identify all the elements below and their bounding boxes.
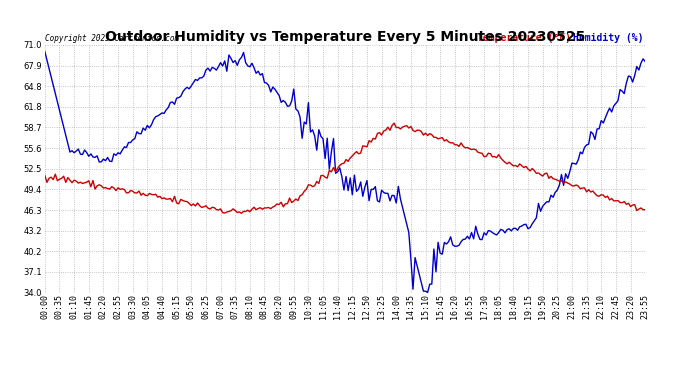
Text: Copyright 2023 Cartronics.com: Copyright 2023 Cartronics.com xyxy=(45,33,179,42)
Title: Outdoor Humidity vs Temperature Every 5 Minutes 20230525: Outdoor Humidity vs Temperature Every 5 … xyxy=(105,30,585,44)
Text: Humidity (%): Humidity (%) xyxy=(573,33,644,42)
Text: Temperature (°F): Temperature (°F) xyxy=(477,33,571,42)
